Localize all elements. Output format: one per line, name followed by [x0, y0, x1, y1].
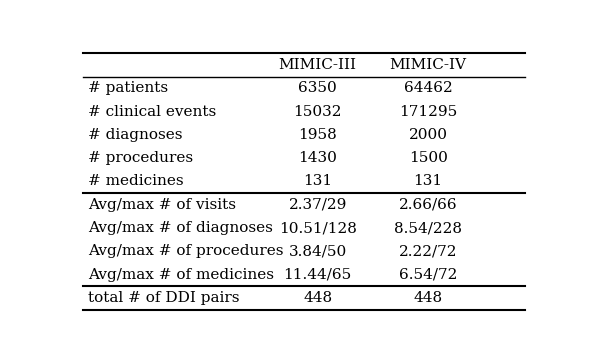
Text: 6350: 6350 — [298, 81, 337, 95]
Text: 3.84/50: 3.84/50 — [289, 244, 347, 258]
Text: # medicines: # medicines — [88, 175, 184, 188]
Text: 2.37/29: 2.37/29 — [289, 198, 347, 212]
Text: 10.51/128: 10.51/128 — [279, 221, 356, 235]
Text: 2.66/66: 2.66/66 — [399, 198, 457, 212]
Text: MIMIC-IV: MIMIC-IV — [390, 58, 467, 72]
Text: 11.44/65: 11.44/65 — [283, 268, 352, 282]
Text: total # of DDI pairs: total # of DDI pairs — [88, 291, 239, 305]
Text: 15032: 15032 — [293, 105, 342, 119]
Text: 448: 448 — [303, 291, 332, 305]
Text: 2000: 2000 — [409, 128, 448, 142]
Text: 448: 448 — [413, 291, 443, 305]
Text: 64462: 64462 — [404, 81, 453, 95]
Text: 1500: 1500 — [409, 151, 448, 165]
Text: 171295: 171295 — [399, 105, 457, 119]
Text: Avg/max # of medicines: Avg/max # of medicines — [88, 268, 274, 282]
Text: 2.22/72: 2.22/72 — [399, 244, 457, 258]
Text: 6.54/72: 6.54/72 — [399, 268, 457, 282]
Text: 8.54/228: 8.54/228 — [394, 221, 462, 235]
Text: # clinical events: # clinical events — [88, 105, 216, 119]
Text: # procedures: # procedures — [88, 151, 193, 165]
Text: 1430: 1430 — [298, 151, 337, 165]
Text: Avg/max # of visits: Avg/max # of visits — [88, 198, 236, 212]
Text: 1958: 1958 — [298, 128, 337, 142]
Text: 131: 131 — [303, 175, 332, 188]
Text: 131: 131 — [413, 175, 443, 188]
Text: Avg/max # of diagnoses: Avg/max # of diagnoses — [88, 221, 273, 235]
Text: Avg/max # of procedures: Avg/max # of procedures — [88, 244, 283, 258]
Text: # diagnoses: # diagnoses — [88, 128, 182, 142]
Text: # patients: # patients — [88, 81, 168, 95]
Text: MIMIC-III: MIMIC-III — [279, 58, 356, 72]
